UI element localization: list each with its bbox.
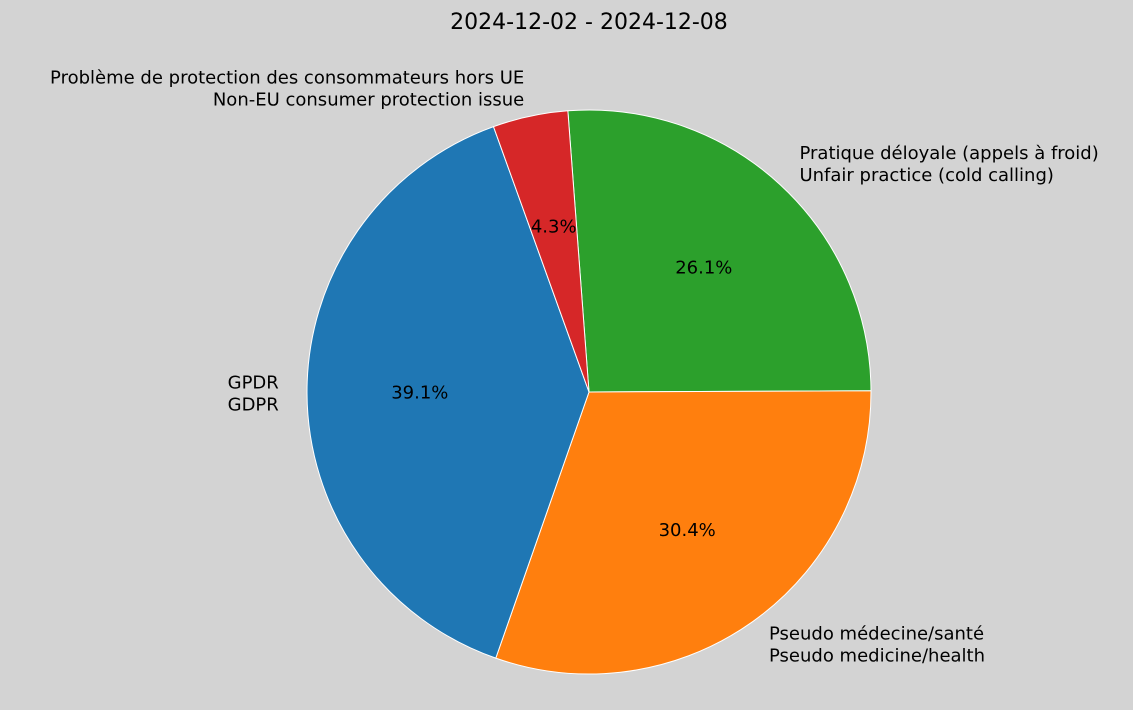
label-line: Problème de protection des consommateurs… — [50, 68, 524, 89]
pie-wedge-3 — [492, 110, 590, 393]
pie-pct-label-3: 4.3% — [531, 217, 577, 238]
label-line: Pratique déloyale (appels à froid) — [799, 143, 1098, 164]
pie-category-label-1: Pseudo médecine/santé Pseudo medicine/hea… — [769, 624, 985, 667]
label-line: GDPR — [228, 394, 279, 415]
label-line: Pseudo médecine/santé — [769, 624, 984, 645]
label-line: GPDR — [228, 372, 279, 393]
chart-title: 2024-12-02 - 2024-12-08 — [450, 10, 728, 35]
pie-category-label-2: GPDR GDPR — [228, 372, 279, 415]
label-line: Non-EU consumer protection issue — [213, 90, 524, 111]
label-line: Pseudo medicine/health — [769, 646, 985, 667]
pie-pct-label-1: 30.4% — [659, 520, 716, 541]
pie-wedge-2 — [306, 126, 590, 659]
pie-category-label-0: Pratique déloyale (appels à froid) Unfair… — [799, 143, 1098, 186]
pie-category-label-3: Problème de protection des consommateurs… — [50, 68, 524, 111]
pie-wedge-0 — [567, 109, 872, 393]
label-line: Unfair practice (cold calling) — [799, 165, 1053, 186]
pie-wedge-1 — [495, 390, 872, 675]
pie-pct-label-0: 26.1% — [675, 258, 732, 279]
pie-pct-label-2: 39.1% — [391, 383, 448, 404]
